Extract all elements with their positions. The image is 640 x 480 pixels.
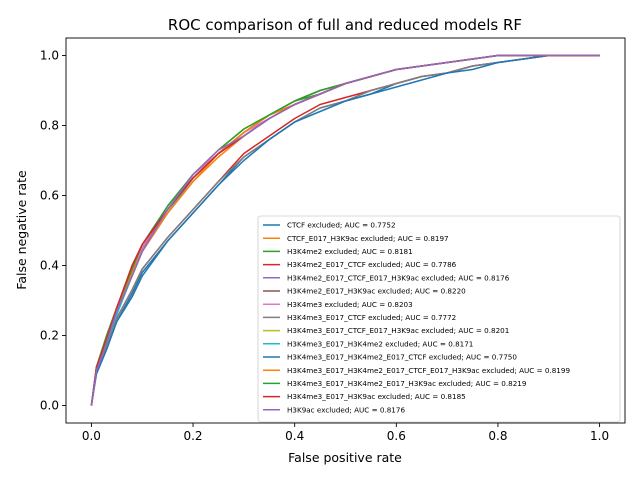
legend-entry: H3K9ac excluded; AUC = 0.8176 xyxy=(287,405,405,414)
series-line-15 xyxy=(90,54,600,406)
legend-entry: CTCF_E017_H3K9ac excluded; AUC = 0.8197 xyxy=(287,234,449,243)
x-tick-label: 0.8 xyxy=(488,429,507,443)
series-line-11 xyxy=(90,54,600,406)
x-axis: 0.0 0.2 0.4 0.6 0.8 1.0 xyxy=(82,423,609,443)
x-tick-label: 1.0 xyxy=(590,429,609,443)
y-axis-label: False negative rate xyxy=(14,170,29,290)
x-tick-label: 0.4 xyxy=(285,429,304,443)
y-tick-label: 1.0 xyxy=(40,49,59,63)
legend-entry: H3K4me3_E017_H3K4me2 excluded; AUC = 0.8… xyxy=(287,339,473,348)
legend-entry: H3K4me2_E017_H3K9ac excluded; AUC = 0.82… xyxy=(287,287,466,296)
y-tick-label: 0.4 xyxy=(40,259,59,273)
y-tick-label: 0.6 xyxy=(40,189,59,203)
y-axis: 0.0 0.2 0.4 0.6 0.8 1.0 xyxy=(40,49,66,413)
legend-entry: H3K4me2 excluded; AUC = 0.8181 xyxy=(287,247,413,256)
legend-entry: H3K4me2_E017_CTCF excluded; AUC = 0.7786 xyxy=(287,260,457,269)
legend-entry: H3K4me3_E017_CTCF_E017_H3K9ac excluded; … xyxy=(287,326,509,335)
x-tick-label: 0.0 xyxy=(82,429,101,443)
legend-entry: H3K4me3_E017_H3K4me2_E017_H3K9ac exclude… xyxy=(287,379,527,388)
legend-entry: H3K4me2_E017_CTCF_E017_H3K9ac excluded; … xyxy=(287,273,510,282)
legend-entry: CTCF excluded; AUC = 0.7752 xyxy=(287,221,396,230)
legend-entry: H3K4me3_E017_H3K4me2_E017_CTCF excluded;… xyxy=(287,353,517,362)
y-tick-label: 0.0 xyxy=(40,399,59,413)
legend-entry: H3K4me3_E017_CTCF excluded; AUC = 0.7772 xyxy=(287,313,456,322)
x-tick-label: 0.2 xyxy=(183,429,202,443)
series-layer xyxy=(90,54,600,406)
plot-frame xyxy=(65,37,626,424)
legend: CTCF excluded; AUC = 0.7752 CTCF_E017_H3K… xyxy=(257,215,621,423)
legend-entry: H3K4me3 excluded; AUC = 0.8203 xyxy=(287,300,413,309)
y-tick-label: 0.2 xyxy=(40,329,59,343)
legend-entry: H3K4me3_E017_H3K4me2_E017_CTCF_E017_H3K9… xyxy=(287,366,570,375)
x-tick-label: 0.6 xyxy=(387,429,406,443)
legend-frame xyxy=(257,215,621,423)
y-tick-label: 0.8 xyxy=(40,119,59,133)
chart-title: ROC comparison of full and reduced model… xyxy=(168,16,522,34)
x-axis-label: False positive rate xyxy=(288,450,402,465)
legend-entry: H3K4me3_E017_H3K9ac excluded; AUC = 0.81… xyxy=(287,392,466,401)
